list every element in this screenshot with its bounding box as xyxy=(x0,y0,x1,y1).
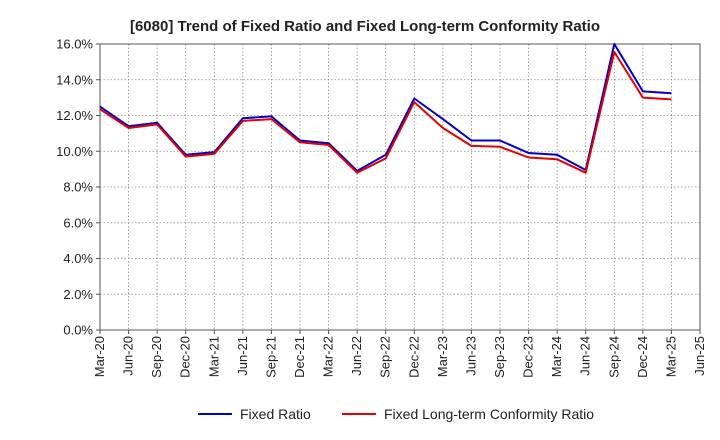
series-line-fixed-ratio xyxy=(99,43,672,172)
chart-title: [6080] Trend of Fixed Ratio and Fixed Lo… xyxy=(130,18,600,35)
x-tick-label: Jun-25 xyxy=(692,336,707,376)
plot-frame xyxy=(99,43,701,331)
y-tick-label: 0.0% xyxy=(63,323,93,338)
plot-area: 0.0% 2.0% 4.0% 6.0% 8.0% 10.0% 12.0% 14.0% 16.0%… xyxy=(56,37,707,378)
x-tick-label: Mar-25 xyxy=(663,336,678,377)
x-tick-label: Dec-23 xyxy=(521,336,536,378)
x-tick-label: Dec-20 xyxy=(178,336,193,378)
x-tick-label: Mar-24 xyxy=(549,336,564,377)
legend-label: Fixed Long-term Conformity Ratio xyxy=(384,406,594,422)
x-tick-label: Sep-23 xyxy=(492,336,507,378)
x-tick-label: Jun-21 xyxy=(235,336,250,376)
y-tick-label: 12.0% xyxy=(56,108,93,123)
x-tick-label: Jun-20 xyxy=(121,336,136,376)
x-tick-label: Sep-20 xyxy=(149,336,164,378)
legend-label: Fixed Ratio xyxy=(240,406,311,422)
x-tick-label: Mar-21 xyxy=(206,336,221,377)
y-tick-label: 14.0% xyxy=(56,72,93,87)
x-tick-label: Mar-23 xyxy=(435,336,450,377)
x-tick-label: Sep-22 xyxy=(378,336,393,378)
x-tick-label: Jun-22 xyxy=(349,336,364,376)
y-tick-label: 10.0% xyxy=(56,144,93,159)
y-tick-label: 8.0% xyxy=(63,180,93,195)
legend: Fixed Ratio Fixed Long-term Conformity Ra… xyxy=(198,406,594,422)
series-line-fixed-long-term-conformity-ratio xyxy=(99,51,672,174)
y-tick-label: 16.0% xyxy=(56,37,93,52)
x-tick-label: Dec-24 xyxy=(635,336,650,378)
y-tick-label: 6.0% xyxy=(63,215,93,230)
x-tick-label: Dec-21 xyxy=(292,336,307,378)
x-tick-label: Jun-23 xyxy=(463,336,478,376)
x-tick-label: Jun-24 xyxy=(578,336,593,376)
y-tick-label: 2.0% xyxy=(63,287,93,302)
x-tick-label: Sep-21 xyxy=(263,336,278,378)
x-tick-label: Mar-20 xyxy=(92,336,107,377)
y-tick-label: 4.0% xyxy=(63,251,93,266)
x-tick-label: Mar-22 xyxy=(321,336,336,377)
x-tick-label: Sep-24 xyxy=(606,336,621,378)
x-tick-label: Dec-22 xyxy=(406,336,421,378)
